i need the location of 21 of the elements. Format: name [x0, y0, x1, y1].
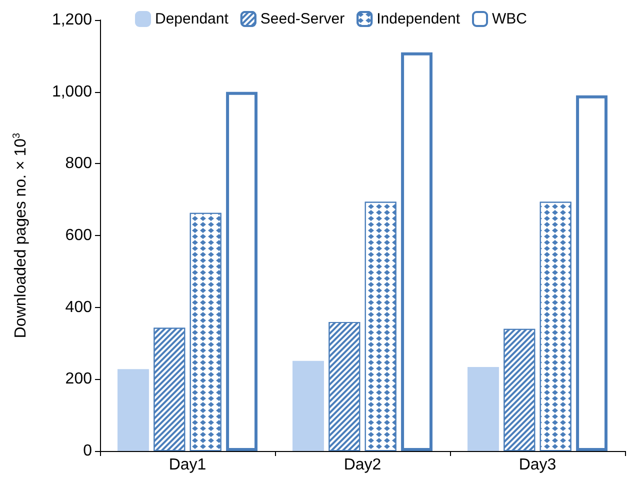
y-tick-label: 200: [65, 370, 92, 388]
y-tick-label: 1,000: [52, 83, 92, 100]
y-tick-label: 0: [83, 442, 92, 460]
bar: [226, 92, 258, 451]
y-tick-label: 800: [65, 155, 92, 172]
bar: [401, 52, 432, 451]
x-tick-label: Day2: [344, 456, 382, 474]
legend-label: Independent: [376, 10, 461, 28]
y-tick-label: 400: [65, 298, 92, 316]
y-tick-label: 600: [65, 227, 92, 244]
legend-label: WBC: [492, 10, 528, 28]
legend-label: Seed-Server: [260, 10, 345, 28]
bar: [292, 360, 324, 451]
bar: [468, 366, 499, 451]
y-tick-label: 1,200: [52, 12, 92, 28]
bar: [576, 95, 608, 451]
x-tick-label: Day1: [168, 456, 206, 474]
bar: [118, 369, 149, 451]
y-axis-title: Downloaded pages no. × 103: [12, 132, 30, 338]
x-tick-label: Day3: [518, 456, 556, 474]
legend-label: Dependant: [155, 10, 230, 28]
